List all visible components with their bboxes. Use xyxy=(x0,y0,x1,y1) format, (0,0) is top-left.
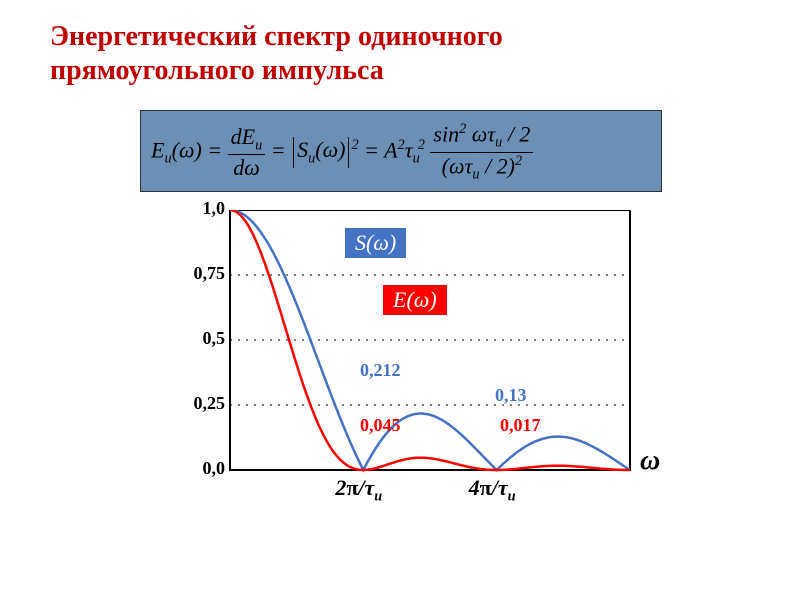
title-line2: прямоугольного импульса xyxy=(50,54,503,88)
xtick-label-2: 4π/τи xyxy=(469,475,516,505)
peak-label: 0,045 xyxy=(360,415,401,436)
ytick-label: 0,0 xyxy=(165,458,225,479)
ytick-label: 1,0 xyxy=(165,198,225,219)
peak-label: 0,13 xyxy=(495,385,527,406)
page-title: Энергетический спектр одиночного прямоуг… xyxy=(50,20,503,87)
ytick-label: 0,25 xyxy=(165,393,225,414)
peak-label: 0,212 xyxy=(360,360,401,381)
legend-e: E(ω) xyxy=(383,285,447,315)
xtick-label-1: 2π/τи xyxy=(335,475,382,505)
chart: 0,00,250,50,751,0 2π/τи 4π/τи ω S(ω) E(ω… xyxy=(100,210,700,560)
ytick-label: 0,75 xyxy=(165,263,225,284)
title-line1: Энергетический спектр одиночного xyxy=(50,20,503,54)
legend-s: S(ω) xyxy=(345,228,406,258)
xaxis-label: ω xyxy=(640,445,660,477)
ytick-label: 0,5 xyxy=(165,328,225,349)
peak-label: 0,017 xyxy=(500,415,541,436)
formula-content: Eu(ω) = dEudω = Su(ω)2 = A2τu2 sin2 ωτu … xyxy=(151,121,651,181)
formula-box: Eu(ω) = dEudω = Su(ω)2 = A2τu2 sin2 ωτu … xyxy=(140,110,662,192)
